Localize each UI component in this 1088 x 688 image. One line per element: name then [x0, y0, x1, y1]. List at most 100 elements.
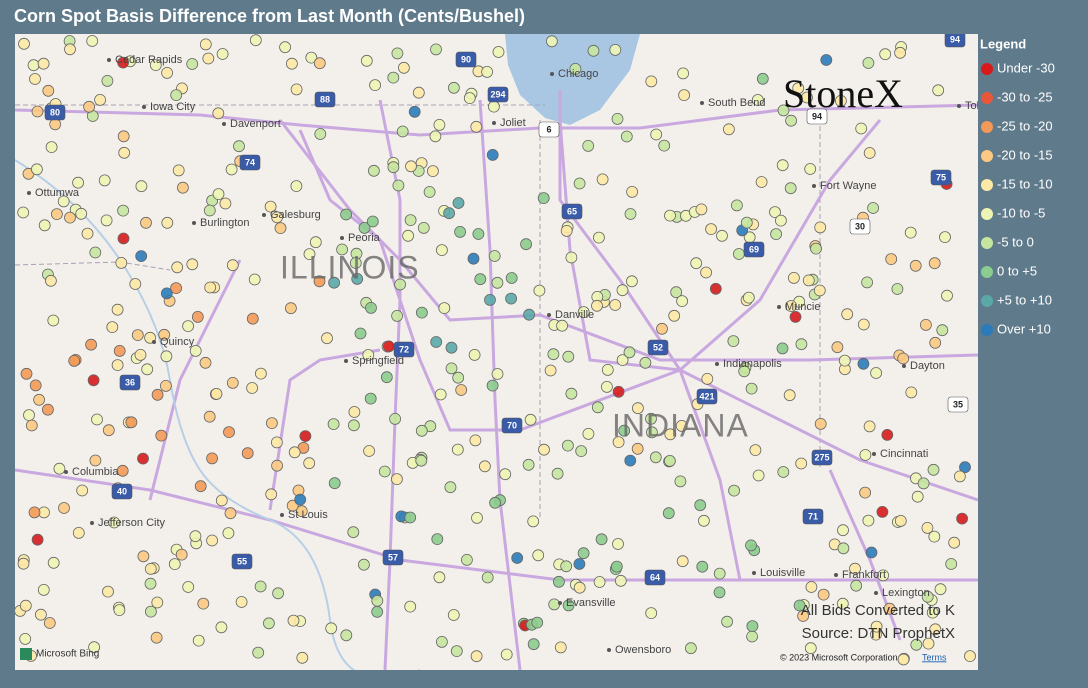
- bid-dot[interactable]: [284, 302, 297, 315]
- bid-dot[interactable]: [33, 393, 45, 406]
- bid-dot[interactable]: [917, 477, 930, 490]
- bid-dot[interactable]: [189, 344, 202, 357]
- bid-dot[interactable]: [88, 641, 100, 654]
- bid-dot[interactable]: [650, 128, 663, 141]
- bid-dot[interactable]: [728, 484, 740, 497]
- bid-dot[interactable]: [206, 452, 219, 465]
- bid-dot[interactable]: [897, 653, 910, 666]
- bid-dot[interactable]: [797, 610, 809, 622]
- bid-dot[interactable]: [72, 176, 84, 189]
- bid-dot[interactable]: [664, 428, 677, 441]
- bid-dot[interactable]: [814, 221, 827, 234]
- bid-dot[interactable]: [117, 56, 129, 69]
- bid-dot[interactable]: [246, 382, 259, 394]
- bid-dot[interactable]: [81, 227, 94, 240]
- bid-dot[interactable]: [325, 622, 338, 635]
- bid-dot[interactable]: [538, 443, 550, 456]
- bid-dot[interactable]: [391, 47, 404, 60]
- bid-dot[interactable]: [523, 308, 535, 321]
- bid-dot[interactable]: [776, 342, 789, 355]
- bid-dot[interactable]: [556, 319, 568, 332]
- bid-dot[interactable]: [42, 84, 55, 97]
- bid-dot[interactable]: [226, 376, 239, 389]
- bid-dot[interactable]: [836, 597, 849, 610]
- bid-dot[interactable]: [118, 146, 131, 159]
- bid-dot[interactable]: [321, 332, 333, 345]
- bid-dot[interactable]: [18, 37, 30, 50]
- bid-dot[interactable]: [140, 216, 152, 229]
- bid-dot[interactable]: [616, 284, 629, 297]
- bid-dot[interactable]: [357, 558, 370, 571]
- bid-dot[interactable]: [645, 75, 658, 88]
- bid-dot[interactable]: [264, 200, 277, 213]
- bid-dot[interactable]: [593, 576, 606, 588]
- bid-dot[interactable]: [813, 284, 826, 297]
- bid-dot[interactable]: [701, 372, 714, 385]
- bid-dot[interactable]: [929, 623, 942, 636]
- bid-dot[interactable]: [235, 596, 248, 608]
- bid-dot[interactable]: [831, 341, 844, 354]
- bid-dot[interactable]: [870, 620, 883, 633]
- bid-dot[interactable]: [454, 225, 467, 238]
- bid-dot[interactable]: [111, 303, 124, 316]
- bid-dot[interactable]: [820, 54, 833, 66]
- bid-dot[interactable]: [489, 496, 502, 509]
- bid-dot[interactable]: [116, 464, 129, 477]
- bid-dot[interactable]: [562, 439, 574, 452]
- bid-dot[interactable]: [296, 651, 309, 664]
- bid-dot[interactable]: [270, 436, 283, 449]
- bid-dot[interactable]: [593, 231, 605, 244]
- bid-dot[interactable]: [616, 354, 629, 367]
- bid-dot[interactable]: [716, 229, 728, 242]
- bid-dot[interactable]: [678, 89, 690, 101]
- bid-dot[interactable]: [397, 61, 410, 74]
- bid-dot[interactable]: [27, 59, 40, 72]
- bid-dot[interactable]: [611, 113, 624, 125]
- bid-dot[interactable]: [287, 614, 300, 627]
- bid-dot[interactable]: [435, 636, 448, 648]
- bid-dot[interactable]: [905, 386, 918, 399]
- bid-dot[interactable]: [470, 650, 483, 663]
- bid-dot[interactable]: [222, 527, 235, 539]
- bid-dot[interactable]: [87, 374, 100, 387]
- bid-dot[interactable]: [212, 107, 225, 120]
- bid-dot[interactable]: [396, 125, 409, 138]
- bid-dot[interactable]: [199, 38, 212, 51]
- bid-dot[interactable]: [632, 402, 644, 415]
- bid-dot[interactable]: [685, 642, 697, 655]
- bid-dot[interactable]: [956, 512, 968, 525]
- bid-dot[interactable]: [881, 428, 894, 441]
- bid-dot[interactable]: [241, 447, 254, 460]
- bid-dot[interactable]: [294, 493, 307, 506]
- bid-dot[interactable]: [879, 48, 892, 61]
- bid-dot[interactable]: [216, 48, 229, 60]
- bid-dot[interactable]: [160, 287, 173, 300]
- bid-dot[interactable]: [125, 416, 138, 429]
- bid-dot[interactable]: [37, 584, 50, 596]
- bid-dot[interactable]: [351, 272, 364, 285]
- bid-dot[interactable]: [676, 295, 688, 308]
- bid-dot[interactable]: [68, 354, 81, 367]
- bid-dot[interactable]: [172, 164, 185, 177]
- bid-dot[interactable]: [751, 94, 764, 106]
- bid-dot[interactable]: [271, 211, 284, 224]
- bid-dot[interactable]: [387, 71, 400, 84]
- bid-dot[interactable]: [770, 228, 782, 241]
- bid-dot[interactable]: [609, 44, 622, 56]
- bid-dot[interactable]: [83, 100, 95, 113]
- bid-dot[interactable]: [560, 224, 573, 237]
- bid-dot[interactable]: [936, 324, 949, 337]
- bid-dot[interactable]: [265, 417, 278, 430]
- bid-dot[interactable]: [467, 252, 480, 265]
- bid-dot[interactable]: [158, 328, 171, 341]
- bid-dot[interactable]: [867, 202, 879, 214]
- bid-dot[interactable]: [904, 226, 917, 239]
- bid-dot[interactable]: [756, 72, 769, 85]
- bid-dot[interactable]: [233, 140, 245, 153]
- bid-dot[interactable]: [204, 281, 217, 294]
- bid-dot[interactable]: [755, 176, 768, 188]
- bid-dot[interactable]: [98, 174, 111, 187]
- bid-dot[interactable]: [524, 413, 537, 426]
- bid-dot[interactable]: [28, 506, 41, 519]
- bid-dot[interactable]: [365, 301, 377, 314]
